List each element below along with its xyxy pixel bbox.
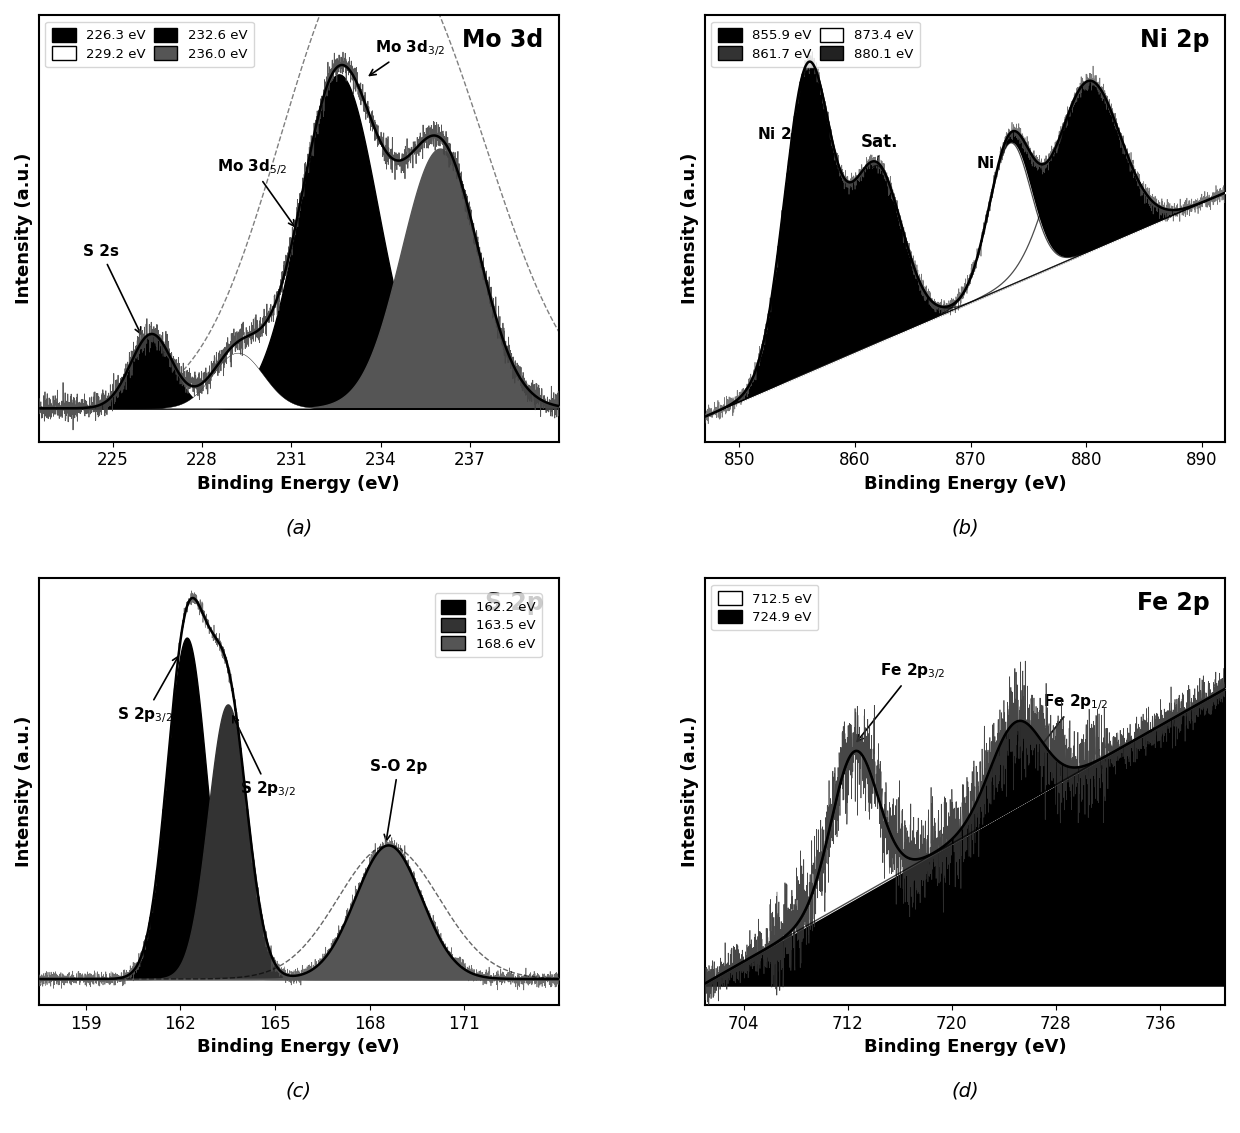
Text: Sat.: Sat. <box>861 133 898 220</box>
Y-axis label: Intensity (a.u.): Intensity (a.u.) <box>15 716 33 867</box>
Text: Fe 2p$_{3/2}$: Fe 2p$_{3/2}$ <box>857 661 946 741</box>
Text: (d): (d) <box>951 1082 978 1101</box>
Text: (c): (c) <box>285 1082 311 1101</box>
Y-axis label: Intensity (a.u.): Intensity (a.u.) <box>681 716 699 867</box>
Text: Fe 2p: Fe 2p <box>1137 591 1209 615</box>
Text: Mo 3d$_{3/2}$: Mo 3d$_{3/2}$ <box>370 37 445 76</box>
Legend: 712.5 eV, 724.9 eV: 712.5 eV, 724.9 eV <box>712 585 818 630</box>
Text: Ni 2p$_{1/2}$: Ni 2p$_{1/2}$ <box>976 154 1039 248</box>
X-axis label: Binding Energy (eV): Binding Energy (eV) <box>197 1038 401 1056</box>
Y-axis label: Intensity (a.u.): Intensity (a.u.) <box>681 153 699 304</box>
Text: S-O 2p: S-O 2p <box>370 759 427 841</box>
Text: Ni 2p$_{3/2}$: Ni 2p$_{3/2}$ <box>756 101 820 145</box>
Text: (a): (a) <box>285 519 312 537</box>
Y-axis label: Intensity (a.u.): Intensity (a.u.) <box>15 153 33 304</box>
Text: Sat.: Sat. <box>1080 118 1118 213</box>
Legend: 855.9 eV, 861.7 eV, 873.4 eV, 880.1 eV: 855.9 eV, 861.7 eV, 873.4 eV, 880.1 eV <box>712 22 920 67</box>
X-axis label: Binding Energy (eV): Binding Energy (eV) <box>863 1038 1066 1056</box>
Text: S 2p: S 2p <box>485 591 543 615</box>
X-axis label: Binding Energy (eV): Binding Energy (eV) <box>863 475 1066 493</box>
X-axis label: Binding Energy (eV): Binding Energy (eV) <box>197 475 401 493</box>
Text: Fe 2p$_{1/2}$: Fe 2p$_{1/2}$ <box>1027 692 1109 765</box>
Text: S 2s: S 2s <box>83 245 140 333</box>
Text: Mo 3d$_{5/2}$: Mo 3d$_{5/2}$ <box>217 156 295 227</box>
Legend: 162.2 eV, 163.5 eV, 168.6 eV: 162.2 eV, 163.5 eV, 168.6 eV <box>435 594 542 657</box>
Text: S 2p$_{3/2}$: S 2p$_{3/2}$ <box>233 716 296 799</box>
Text: (b): (b) <box>951 519 978 537</box>
Text: Mo 3d: Mo 3d <box>463 28 543 52</box>
Text: S 2p$_{3/2}$: S 2p$_{3/2}$ <box>118 656 179 725</box>
Text: Ni 2p: Ni 2p <box>1140 28 1209 52</box>
Legend: 226.3 eV, 229.2 eV, 232.6 eV, 236.0 eV: 226.3 eV, 229.2 eV, 232.6 eV, 236.0 eV <box>45 22 254 67</box>
